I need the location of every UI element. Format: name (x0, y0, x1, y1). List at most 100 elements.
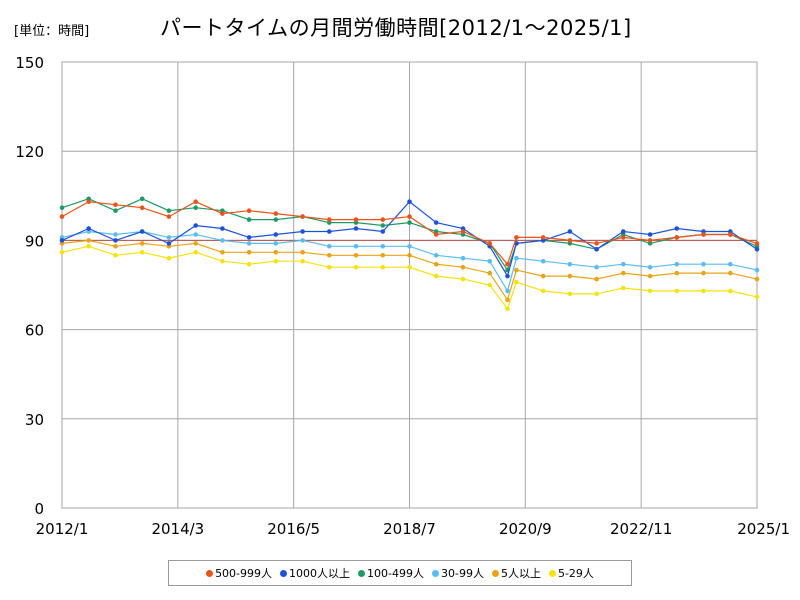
data-point (728, 288, 733, 294)
data-point (674, 288, 680, 294)
data-point (113, 208, 118, 213)
legend-marker (491, 569, 499, 577)
series-line (61, 201, 758, 266)
data-point (754, 247, 760, 252)
data-point (246, 208, 252, 213)
data-point (647, 273, 653, 279)
data-point (701, 261, 706, 267)
data-point (327, 217, 332, 222)
data-point (407, 253, 412, 258)
data-point (514, 255, 519, 261)
data-point (380, 264, 386, 270)
legend-label: 30-99人 (441, 567, 484, 580)
data-point (353, 217, 359, 222)
data-point (113, 202, 118, 207)
data-point (567, 291, 573, 297)
data-point (246, 261, 252, 267)
data-point (540, 288, 546, 294)
data-point (327, 229, 332, 234)
data-point (701, 270, 706, 276)
legend-marker (206, 569, 214, 577)
legend-label: 5-29人 (557, 567, 594, 580)
data-point (621, 270, 626, 276)
data-point (300, 250, 305, 255)
legend-item: 500-999人 (206, 565, 272, 581)
data-point (139, 250, 145, 255)
series-line (61, 230, 758, 293)
data-point (407, 220, 412, 225)
data-point (514, 279, 519, 285)
data-point (113, 253, 118, 258)
data-point (353, 253, 359, 258)
data-point (166, 214, 172, 219)
data-point (59, 214, 65, 219)
data-point (353, 264, 359, 270)
data-point (647, 288, 653, 294)
data-point (300, 214, 305, 219)
data-point (380, 223, 386, 228)
data-point (754, 241, 760, 246)
data-point (701, 232, 706, 237)
data-point (220, 226, 225, 231)
y-tick-label: 60 (25, 322, 44, 340)
unit-label: [単位：時間] (14, 24, 90, 39)
data-point (621, 261, 626, 267)
data-point (246, 217, 252, 222)
data-point (460, 255, 466, 261)
data-point (540, 273, 546, 279)
data-point (754, 294, 760, 300)
legend: 500-999人 1000人以上 100-499人 30-99人 5人以上 5-29人 (168, 560, 632, 586)
chart-title: パートタイムの月間労働時間[2012/1～2025/1] (160, 16, 632, 40)
data-point (647, 238, 653, 243)
data-point (728, 270, 733, 276)
data-point (754, 276, 760, 282)
data-point (433, 253, 439, 258)
data-point (327, 244, 332, 249)
series-line (61, 200, 758, 278)
data-point (754, 267, 760, 273)
legend-marker (432, 569, 439, 577)
data-point (86, 238, 91, 243)
data-point (647, 264, 653, 270)
data-point (487, 241, 493, 246)
data-point (166, 208, 172, 213)
data-point (407, 199, 412, 204)
legend-label: 1000人以上 (289, 567, 351, 580)
data-point (407, 214, 412, 219)
data-point (407, 264, 412, 270)
legend-item: 100-499人 (358, 565, 424, 581)
data-point (540, 235, 546, 240)
legend-item: 30-99人 (432, 565, 484, 581)
data-point (728, 232, 733, 237)
data-point (460, 264, 466, 270)
x-tick-label: 2014/3 (151, 520, 204, 538)
data-point (567, 261, 573, 267)
data-point (273, 250, 279, 255)
legend-item: 1000人以上 (280, 565, 350, 581)
data-point (139, 241, 145, 246)
x-tick-label: 2016/5 (267, 520, 320, 538)
data-point (514, 235, 519, 240)
data-point (193, 199, 198, 204)
data-point (540, 258, 546, 264)
data-point (246, 241, 252, 246)
data-point (327, 264, 332, 270)
data-point (594, 241, 599, 246)
data-point (86, 226, 91, 231)
data-point (621, 285, 626, 291)
data-point (220, 238, 225, 243)
data-point (433, 273, 439, 279)
data-point (505, 297, 510, 303)
x-tick-label: 2018/7 (383, 520, 436, 538)
data-point (433, 220, 439, 225)
data-point (166, 241, 172, 246)
data-point (567, 273, 573, 279)
data-point (353, 226, 359, 231)
data-point (514, 267, 519, 273)
data-point (460, 276, 466, 282)
data-point (193, 232, 198, 237)
data-point (487, 282, 493, 288)
data-point (246, 235, 252, 240)
